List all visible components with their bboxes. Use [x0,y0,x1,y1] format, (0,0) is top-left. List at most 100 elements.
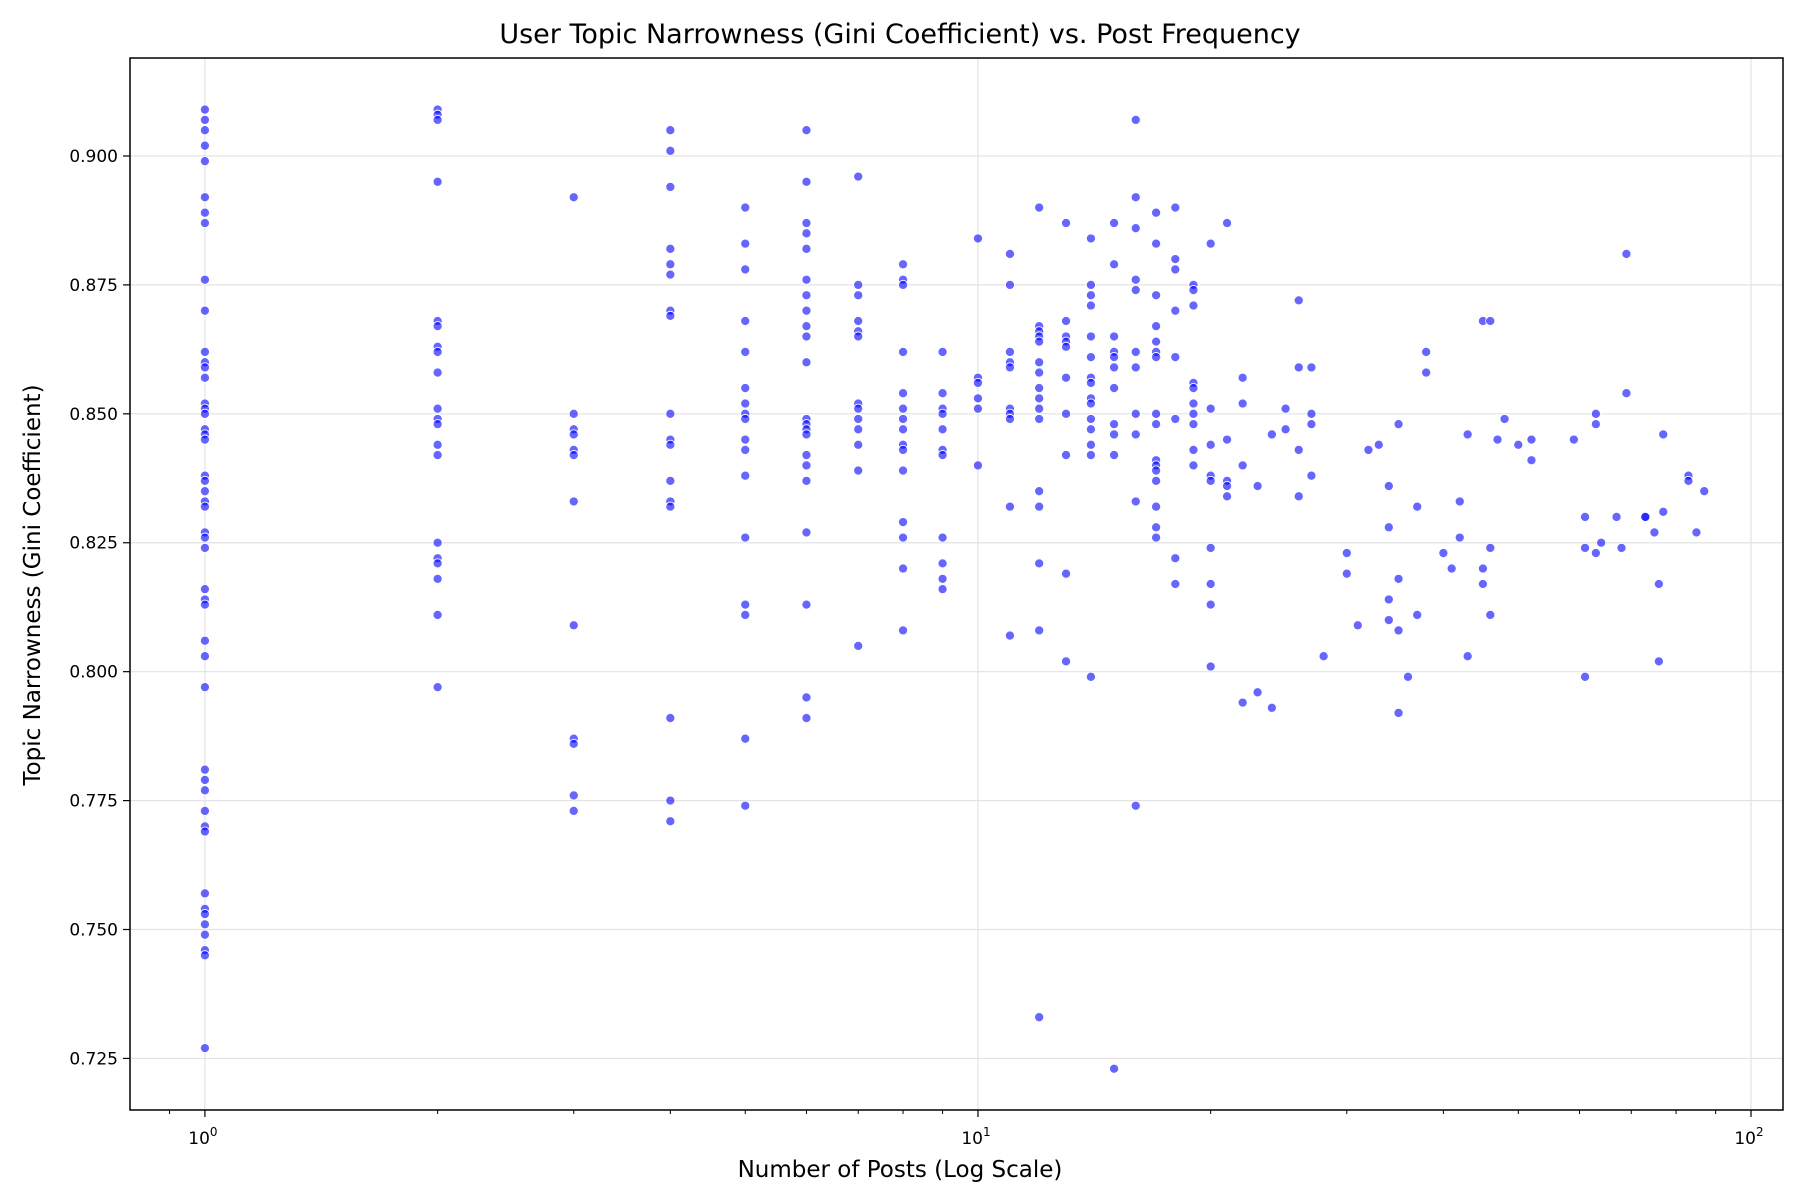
data-point [1266,702,1277,713]
data-point [1205,475,1216,486]
data-point [1085,300,1096,311]
data-point [432,176,443,187]
data-point [801,243,812,254]
data-point [1373,439,1384,450]
data-point [199,192,210,203]
data-point [432,537,443,548]
data-point [1085,413,1096,425]
data-point [1383,594,1394,605]
data-point [1421,346,1432,357]
data-point [1130,274,1141,285]
data-point [1580,511,1591,523]
y-tick-label: 0.850 [69,405,118,425]
data-point [1060,372,1072,383]
data-point [740,264,751,275]
data-point [1109,429,1120,440]
data-point [1237,460,1248,471]
data-point [1653,656,1664,667]
data-point [1446,563,1457,574]
y-tick-label: 0.800 [69,663,118,683]
data-point [1383,522,1394,533]
data-point [1438,548,1449,559]
data-point [1485,315,1496,327]
data-point [1060,217,1072,229]
data-point [199,532,210,543]
data-point [199,104,210,115]
data-point [1499,413,1510,425]
data-point [1060,656,1072,667]
data-point [937,450,948,461]
data-point [740,398,751,409]
data-point [853,413,864,425]
data-point [853,331,864,342]
x-tick-base: 10 [188,1129,210,1149]
data-point [1034,413,1045,425]
data-point [1130,800,1141,811]
data-point [740,315,751,327]
data-point [853,424,864,435]
data-point [1130,285,1141,296]
data-point [1205,439,1216,450]
data-point [1034,336,1045,347]
data-point [568,738,579,749]
data-point [1393,625,1404,636]
data-point [1485,609,1496,620]
data-point [199,785,210,796]
data-point [665,269,676,280]
data-point [1109,259,1120,270]
data-point [740,532,751,543]
data-point [1221,480,1233,492]
data-point [1454,496,1465,507]
y-axis-label: Topic Narrowness (Gini Coefficient) [20,384,46,786]
data-point [1130,192,1141,203]
data-point [1590,408,1601,419]
data-point [1085,331,1096,342]
data-point [1653,578,1664,590]
data-point [199,1043,210,1054]
x-tick-exponent: 1 [983,1125,991,1139]
data-point [740,609,751,620]
data-point [665,243,676,254]
data-point [1004,501,1016,512]
data-point [1454,532,1465,543]
data-point [1170,352,1181,363]
data-point [199,140,210,151]
data-point [1658,506,1669,517]
data-point [1085,671,1096,682]
data-point [1034,501,1045,512]
data-point [432,403,443,414]
data-point [1085,279,1096,290]
data-point [1151,532,1162,543]
data-point [1034,625,1045,636]
data-point [1266,429,1277,440]
data-point [1341,548,1352,559]
data-point [801,599,812,610]
data-point [199,774,210,786]
y-tick-label: 0.875 [69,276,118,296]
data-point [1151,501,1162,512]
data-point [937,388,948,399]
data-point [1188,382,1199,394]
data-point [1060,450,1072,461]
data-point [1526,434,1537,445]
data-point [199,908,210,920]
data-point [1170,578,1181,590]
data-point [1170,264,1181,275]
data-point [1151,419,1162,430]
y-tick-label: 0.725 [69,1049,118,1069]
data-point [1130,362,1141,373]
data-point [432,558,443,569]
data-point [1205,238,1216,249]
data-point [1280,403,1291,414]
data-point [199,501,210,512]
data-point [199,125,210,136]
data-point [1640,511,1651,523]
x-axis-label: Number of Posts (Log Scale) [738,1157,1063,1183]
chart-title: User Topic Narrowness (Gini Coefficient)… [499,19,1300,50]
data-point [897,403,909,414]
data-point [1621,388,1632,399]
x-tick-exponent: 2 [1756,1125,1764,1139]
x-tick-label: 100 [188,1125,217,1149]
data-point [1130,223,1141,234]
